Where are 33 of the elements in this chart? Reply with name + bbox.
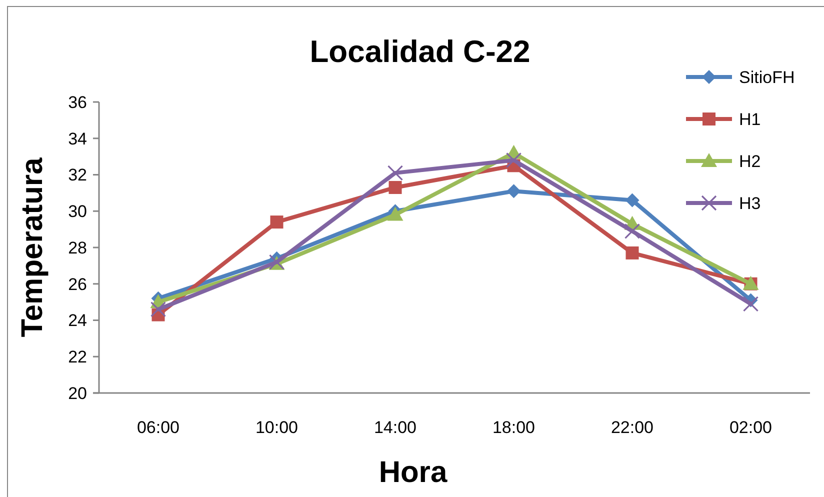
point <box>506 152 522 168</box>
x-tick-label: 22:00 <box>610 418 654 437</box>
point <box>742 296 759 312</box>
point <box>387 206 404 221</box>
legend-label: H1 <box>739 110 761 129</box>
y-tick-label: 30 <box>68 202 87 222</box>
point <box>387 165 404 181</box>
x-tick-label: 18:00 <box>492 418 536 437</box>
y-axis-title: Temperatura <box>16 157 49 338</box>
x-tick-label: 10:00 <box>255 418 298 437</box>
y-tick-label: 36 <box>68 92 87 112</box>
chart-title: Localidad C-22 <box>310 34 530 69</box>
y-tick-label: 28 <box>68 238 87 258</box>
legend-label: H2 <box>739 152 761 171</box>
legend-label: SitioFH <box>739 68 795 87</box>
x-tick-label: 14:00 <box>374 418 417 437</box>
legend-label: H3 <box>739 194 761 213</box>
point <box>506 184 521 198</box>
point <box>625 193 640 208</box>
point <box>150 302 166 318</box>
point <box>624 223 640 239</box>
point <box>626 246 639 260</box>
y-tick-label: 20 <box>68 384 87 403</box>
y-tick-label: 26 <box>68 274 87 294</box>
point <box>270 216 284 229</box>
x-tick-label: 02:00 <box>729 418 772 437</box>
y-tick-label: 34 <box>68 129 87 148</box>
y-tick-label: 32 <box>68 166 87 185</box>
y-tick-label: 22 <box>68 348 87 367</box>
y-tick-label: 24 <box>68 311 87 330</box>
x-axis-title: Hora <box>378 456 448 489</box>
x-tick-label: 06:00 <box>136 418 180 437</box>
point <box>388 180 402 194</box>
